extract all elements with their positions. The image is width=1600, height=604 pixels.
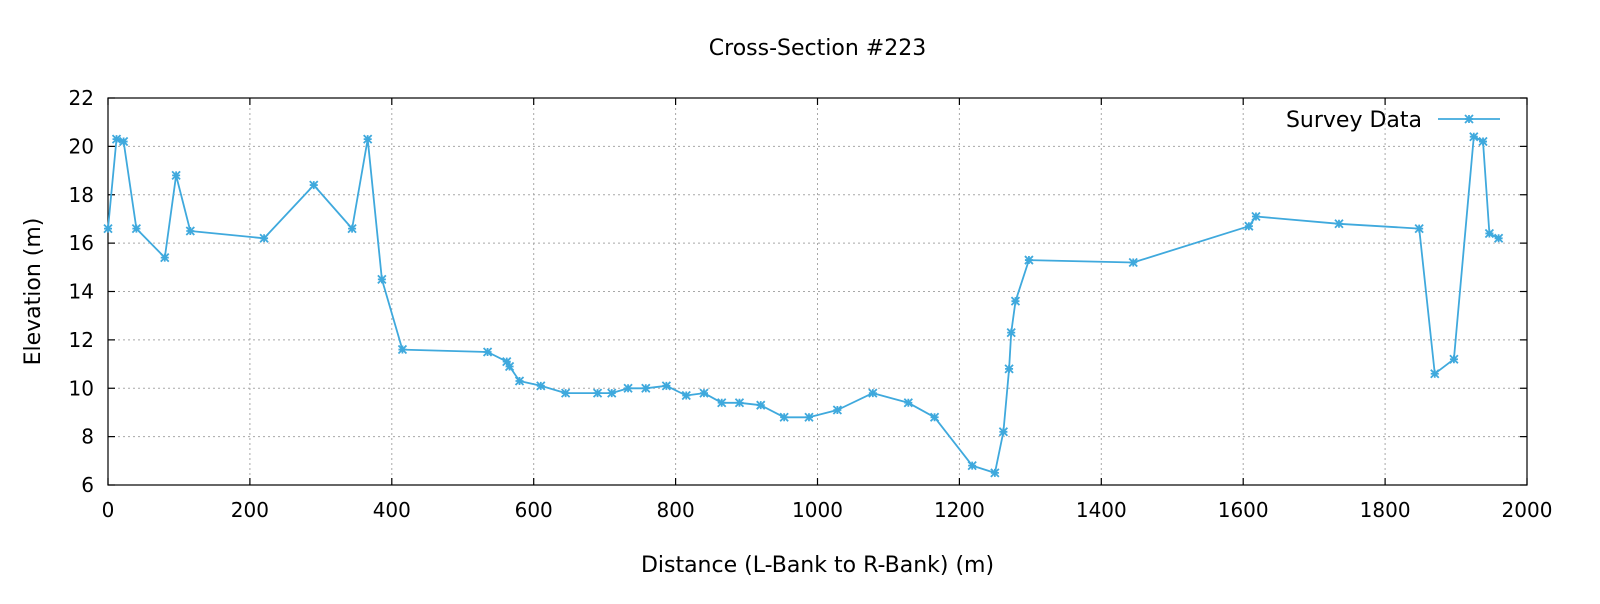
x-tick-label: 1800 bbox=[1360, 498, 1411, 522]
y-tick-label: 12 bbox=[69, 328, 94, 352]
x-tick-label: 1200 bbox=[934, 498, 985, 522]
y-tick-label: 16 bbox=[69, 231, 94, 255]
data-point-marker bbox=[1010, 296, 1021, 306]
data-point-marker bbox=[111, 134, 122, 144]
data-point-marker bbox=[623, 383, 633, 393]
x-tick-label: 1600 bbox=[1218, 498, 1269, 522]
chart-title: Cross-Section #223 bbox=[709, 36, 926, 61]
data-point-marker bbox=[990, 468, 1000, 478]
data-point-marker bbox=[118, 136, 129, 147]
data-point-marker bbox=[103, 223, 113, 234]
x-tick-label: 200 bbox=[231, 498, 269, 522]
legend-marker-glyph bbox=[1464, 114, 1474, 124]
data-point-marker bbox=[309, 180, 319, 190]
data-point-marker bbox=[1334, 219, 1344, 229]
data-point-marker bbox=[734, 398, 745, 408]
data-point-marker bbox=[717, 398, 727, 408]
data-point-marker bbox=[131, 223, 142, 234]
data-point-marker bbox=[641, 383, 651, 393]
data-point-marker bbox=[929, 412, 940, 422]
data-point-marker bbox=[504, 361, 515, 372]
y-tick-label: 8 bbox=[81, 425, 94, 449]
data-point-marker bbox=[681, 390, 691, 401]
data-point-marker bbox=[607, 388, 617, 398]
series-layer bbox=[103, 132, 1504, 478]
data-point-marker bbox=[363, 134, 373, 144]
data-point-marker bbox=[868, 388, 878, 398]
data-point-marker bbox=[1244, 221, 1254, 231]
legend-marker-survey-data bbox=[1464, 114, 1474, 124]
legend-label-survey-data: Survey Data bbox=[1286, 108, 1422, 133]
data-point-marker bbox=[1414, 223, 1424, 234]
data-point-marker bbox=[560, 388, 571, 398]
data-point-marker bbox=[171, 170, 181, 181]
x-tick-label: 600 bbox=[515, 498, 553, 522]
y-tick-label: 20 bbox=[69, 134, 94, 158]
y-tick-label: 18 bbox=[69, 183, 94, 207]
data-point-marker bbox=[903, 398, 913, 408]
y-tick-label: 14 bbox=[69, 280, 94, 304]
data-point-marker bbox=[1006, 327, 1016, 338]
data-point-marker bbox=[502, 357, 512, 367]
data-point-marker bbox=[536, 381, 546, 391]
data-point-marker bbox=[1251, 211, 1261, 222]
data-point-marker bbox=[1449, 354, 1459, 364]
data-point-marker bbox=[1128, 257, 1138, 268]
x-axis-label: Distance (L-Bank to R-Bank) (m) bbox=[641, 553, 994, 578]
data-point-marker bbox=[998, 427, 1009, 437]
data-point-marker bbox=[514, 376, 525, 386]
data-point-marker bbox=[967, 461, 977, 471]
y-tick-label: 10 bbox=[69, 376, 94, 400]
data-point-marker bbox=[1484, 228, 1495, 239]
data-point-marker bbox=[377, 274, 387, 285]
axis-ticks: 0 200 400 600 800 1000 1200 1400 1600 1800 2000 6 8 1… bbox=[69, 86, 1553, 522]
data-point-marker bbox=[160, 253, 170, 263]
data-point-marker bbox=[804, 412, 814, 422]
y-axis-label: Elevation (m) bbox=[21, 218, 46, 366]
data-point-marker bbox=[482, 347, 493, 357]
y-tick-label: 22 bbox=[69, 86, 94, 110]
data-point-marker bbox=[592, 388, 603, 398]
data-point-marker bbox=[661, 381, 672, 391]
data-point-marker bbox=[1430, 369, 1440, 379]
data-point-marker bbox=[756, 400, 766, 410]
data-point-marker bbox=[832, 405, 843, 415]
data-point-marker bbox=[347, 223, 357, 234]
data-point-marker bbox=[1478, 136, 1488, 147]
x-tick-label: 2000 bbox=[1502, 498, 1553, 522]
data-point-marker bbox=[397, 344, 408, 355]
data-point-marker bbox=[1024, 255, 1034, 265]
data-point-marker bbox=[259, 233, 269, 243]
data-point-marker bbox=[779, 412, 789, 422]
x-tick-label: 1000 bbox=[792, 498, 843, 522]
x-tick-label: 800 bbox=[657, 498, 695, 522]
data-point-marker bbox=[1469, 132, 1479, 142]
x-tick-label: 0 bbox=[102, 498, 115, 522]
y-tick-label: 6 bbox=[81, 473, 94, 497]
x-tick-label: 1400 bbox=[1076, 498, 1127, 522]
data-point-marker bbox=[185, 226, 195, 236]
data-point-marker bbox=[699, 388, 709, 398]
grid bbox=[108, 98, 1527, 485]
legend: Survey Data bbox=[1286, 108, 1500, 133]
x-tick-label: 400 bbox=[373, 498, 411, 522]
data-point-marker bbox=[1004, 364, 1014, 374]
data-point-marker bbox=[1493, 233, 1504, 243]
